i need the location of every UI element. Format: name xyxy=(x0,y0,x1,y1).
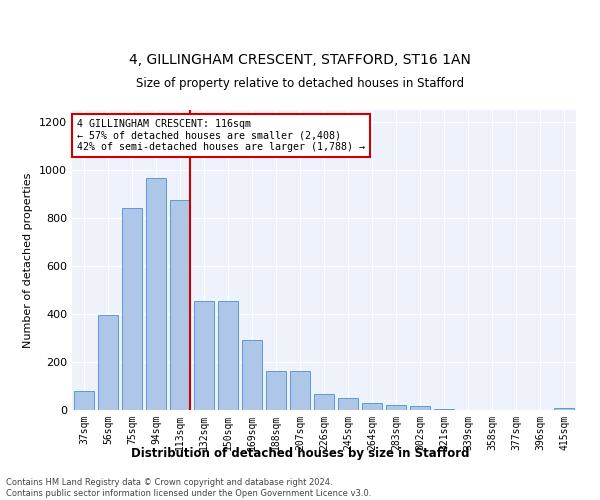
Text: Distribution of detached houses by size in Stafford: Distribution of detached houses by size … xyxy=(131,448,469,460)
Bar xyxy=(218,301,238,410)
Text: 4 GILLINGHAM CRESCENT: 116sqm
← 57% of detached houses are smaller (2,408)
42% o: 4 GILLINGHAM CRESCENT: 116sqm ← 57% of d… xyxy=(77,119,365,152)
Bar xyxy=(554,408,574,410)
Bar xyxy=(194,301,214,410)
Bar xyxy=(386,404,406,410)
Bar xyxy=(266,371,286,410)
Bar xyxy=(170,200,190,410)
Text: 4, GILLINGHAM CRESCENT, STAFFORD, ST16 1AN: 4, GILLINGHAM CRESCENT, STAFFORD, ST16 1… xyxy=(129,54,471,68)
Bar xyxy=(434,409,454,410)
Y-axis label: Number of detached properties: Number of detached properties xyxy=(23,172,34,348)
Bar xyxy=(314,394,334,410)
Bar xyxy=(338,398,358,410)
Bar xyxy=(242,340,262,410)
Bar xyxy=(146,178,166,410)
Text: Size of property relative to detached houses in Stafford: Size of property relative to detached ho… xyxy=(136,78,464,90)
Bar xyxy=(98,315,118,410)
Bar xyxy=(362,403,382,410)
Text: Contains HM Land Registry data © Crown copyright and database right 2024.
Contai: Contains HM Land Registry data © Crown c… xyxy=(6,478,371,498)
Bar xyxy=(410,406,430,410)
Bar xyxy=(290,371,310,410)
Bar xyxy=(74,391,94,410)
Bar xyxy=(122,208,142,410)
